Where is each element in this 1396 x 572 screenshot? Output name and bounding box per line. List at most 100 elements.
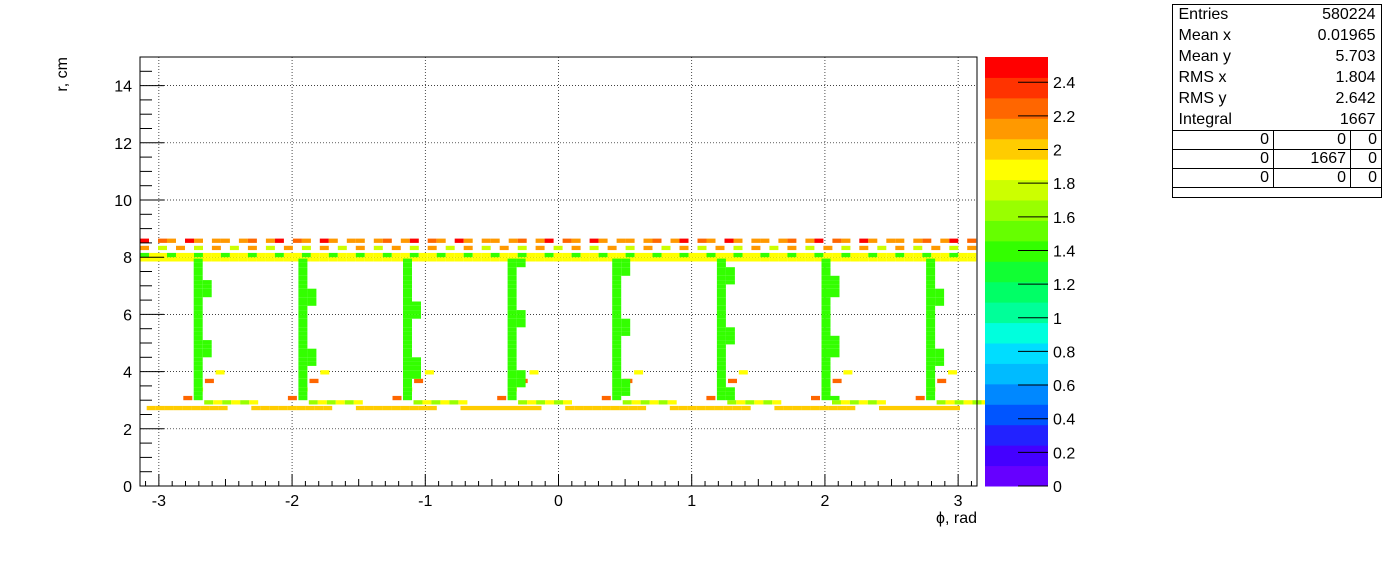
palette-swatch [985,302,1048,324]
heatmap-cell [821,267,831,272]
heatmap-cell [723,405,733,411]
heatmap-cell [193,284,203,289]
heatmap-cell [298,361,308,366]
heatmap-cell [840,400,850,405]
heatmap-cell [612,271,622,276]
stats-grid-cell: 0 [1350,130,1382,150]
heatmap-cell [507,344,517,349]
heatmap-cell [619,405,629,411]
heatmap-cell [678,405,688,411]
heatmap-cell [821,292,831,298]
heatmap-cell [867,400,877,405]
heatmap-cell [193,383,203,388]
heatmap-cell [409,245,419,251]
heatmap-cell [621,327,631,332]
heatmap-cell [507,292,517,298]
heatmap-cell [400,238,410,243]
heatmap-cell [736,400,746,405]
heatmap-cell [403,271,412,276]
heatmap-cell [355,245,365,251]
heatmap-cell [612,374,622,379]
heatmap-cell [612,314,622,319]
heatmap-cell [412,370,421,375]
heatmap-cell [598,252,608,258]
heatmap-cell [202,257,212,262]
heatmap-cell [841,257,851,262]
heatmap-cell [926,395,936,401]
heatmap-cell [260,405,270,411]
heatmap-cell [612,292,622,298]
stats-value: 1.804 [1335,69,1376,86]
heatmap-cell [931,252,941,258]
heatmap-cell [403,391,412,396]
heatmap-cell [926,361,936,366]
heatmap-cell [725,331,735,336]
heatmap-cell [193,280,203,285]
heatmap-cell [344,400,354,405]
heatmap-cell [697,238,707,243]
stats-label: Integral [1178,111,1232,128]
z-tick-label: 1.4 [1053,243,1075,260]
heatmap-cell [507,361,517,366]
heatmap-cell [335,400,345,405]
heatmap-cell [571,252,581,258]
heatmap-cell [716,331,726,336]
heatmap-cell [830,280,840,285]
heatmap-cell [725,271,735,276]
heatmap-cell [821,314,831,319]
heatmap-cell [612,301,622,306]
heatmap-cell [185,238,194,243]
heatmap-cell [413,400,423,405]
heatmap-cell [193,310,203,315]
heatmap-cell [733,257,743,262]
heatmap-cell [877,257,887,262]
stats-row: Mean x 0.01965 [1173,25,1382,46]
heatmap-cell [499,257,509,262]
heatmap-cell [298,297,308,302]
heatmap-cell [373,238,383,243]
z-tick-label: 1.6 [1053,210,1075,227]
y-tick-label: 0 [123,479,132,496]
heatmap-cell [652,257,662,262]
heatmap-cell [256,252,266,258]
heatmap-cell [658,400,668,405]
heatmap-cell [724,257,734,262]
heatmap-cell [612,275,622,281]
heatmap-cell [229,257,239,262]
heatmap-cell [516,318,526,323]
heatmap-cell [715,245,725,251]
stats-grid-cell: 0 [1171,149,1275,169]
heatmap-cell [821,323,831,328]
stats-row: RMS x 1.804 [1173,67,1382,88]
heatmap-cell [238,257,248,262]
heatmap-cell [832,238,842,243]
heatmap-cell [427,245,437,251]
heatmap-cell [220,257,230,262]
heatmap-cell [298,395,308,401]
heatmap-cell [935,292,945,298]
heatmap-cell [877,245,887,251]
heatmap-cell [507,378,517,384]
heatmap-cell [823,245,833,251]
heatmap-cell [716,327,726,332]
heatmap-cell [526,252,536,258]
heatmap-cell [895,238,905,243]
heatmap-cell [403,275,412,281]
heatmap-cell [679,245,689,251]
heatmap-cell [821,395,831,401]
heatmap-cell [725,335,735,341]
heatmap-cell [507,280,517,285]
heatmap-cell [926,305,936,311]
heatmap-cell [725,280,735,285]
heatmap-cell [507,374,517,379]
heatmap-cell [821,344,831,349]
heatmap-cell [830,353,840,358]
heatmap-cell [621,262,631,268]
heatmap-cell [716,288,726,293]
heatmap-cell [805,238,815,243]
heatmap-cell [298,365,308,371]
heatmap-cell [958,252,968,258]
heatmap-cell [140,252,149,258]
heatmap-cell [751,252,761,258]
heatmap-cell [427,405,437,411]
